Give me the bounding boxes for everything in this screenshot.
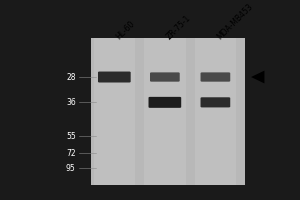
Text: 55: 55 (66, 132, 76, 141)
FancyBboxPatch shape (150, 72, 180, 82)
Text: MDA-MB453: MDA-MB453 (215, 2, 255, 41)
Text: HL-60: HL-60 (114, 19, 136, 41)
FancyBboxPatch shape (200, 97, 230, 107)
FancyBboxPatch shape (200, 72, 230, 82)
Text: ZR-75-1: ZR-75-1 (165, 13, 193, 41)
Text: 28: 28 (66, 73, 76, 82)
Polygon shape (251, 71, 264, 83)
Text: 95: 95 (66, 164, 76, 173)
Bar (91, 38, 245, 185)
Text: 36: 36 (66, 98, 76, 107)
Bar (144, 38, 186, 185)
FancyBboxPatch shape (148, 97, 181, 108)
Text: 72: 72 (66, 149, 76, 158)
Bar (195, 38, 236, 185)
Bar (94, 38, 135, 185)
FancyBboxPatch shape (98, 72, 131, 83)
